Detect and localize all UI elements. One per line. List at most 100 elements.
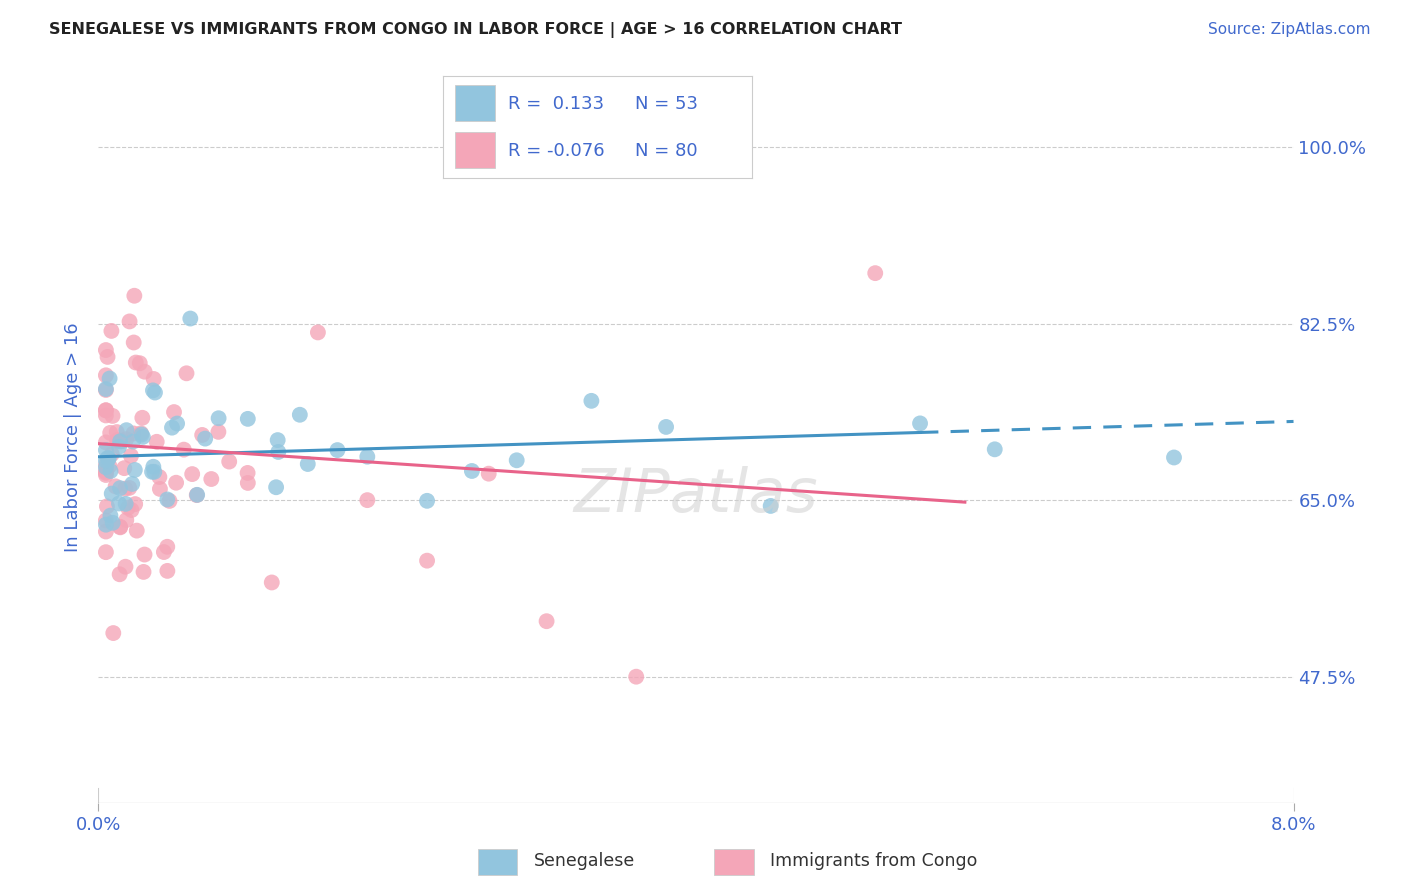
Point xyxy=(100,447,122,461)
Point xyxy=(118,314,141,328)
Point xyxy=(108,496,131,510)
Point xyxy=(114,482,136,496)
Point xyxy=(132,565,155,579)
Point xyxy=(94,382,117,396)
Point xyxy=(108,481,131,495)
Point xyxy=(100,486,122,500)
Point xyxy=(506,453,529,467)
Point xyxy=(94,545,117,559)
Point xyxy=(94,403,117,417)
Point xyxy=(121,477,143,491)
Point xyxy=(149,482,172,496)
Point xyxy=(156,564,179,578)
Point xyxy=(94,464,117,478)
Point xyxy=(94,460,117,475)
Point xyxy=(176,366,198,380)
Point xyxy=(124,463,146,477)
Point xyxy=(156,540,179,554)
Point xyxy=(581,393,603,408)
Point xyxy=(142,384,165,398)
Point xyxy=(132,430,155,444)
Point xyxy=(94,454,117,468)
Point xyxy=(125,524,148,538)
Point xyxy=(181,467,204,481)
Point xyxy=(94,466,117,480)
Point xyxy=(191,428,214,442)
Point xyxy=(96,500,118,514)
Point xyxy=(984,442,1007,457)
Point xyxy=(103,626,125,640)
Point xyxy=(96,350,118,364)
Point xyxy=(179,311,201,326)
Point xyxy=(416,493,439,508)
Point xyxy=(122,335,145,350)
Point xyxy=(142,459,165,474)
Point xyxy=(288,408,311,422)
Point xyxy=(121,503,143,517)
Text: Source: ZipAtlas.com: Source: ZipAtlas.com xyxy=(1208,22,1371,37)
Point xyxy=(159,494,181,508)
Point xyxy=(156,492,179,507)
Point xyxy=(118,481,141,495)
Point xyxy=(98,458,121,473)
Text: N = 80: N = 80 xyxy=(634,142,697,160)
Point xyxy=(655,420,678,434)
Point xyxy=(478,467,501,481)
Point xyxy=(94,409,117,423)
Point xyxy=(908,417,931,431)
Point xyxy=(186,488,208,502)
Point xyxy=(143,465,166,479)
Point xyxy=(94,443,117,458)
Point xyxy=(865,266,887,280)
Point xyxy=(134,548,156,562)
Point xyxy=(115,513,138,527)
Point xyxy=(166,417,188,431)
Point xyxy=(117,500,139,515)
Point xyxy=(128,356,150,370)
Bar xyxy=(456,132,495,168)
Text: Senegalese: Senegalese xyxy=(534,852,636,871)
Point xyxy=(134,365,156,379)
Point xyxy=(94,513,117,527)
Text: Immigrants from Congo: Immigrants from Congo xyxy=(770,852,977,871)
Bar xyxy=(478,849,517,875)
Point xyxy=(163,405,186,419)
Point xyxy=(207,425,229,439)
Point xyxy=(94,517,117,532)
Bar xyxy=(714,849,754,875)
Point xyxy=(165,475,187,490)
Text: R = -0.076: R = -0.076 xyxy=(508,142,605,160)
Point xyxy=(148,470,170,484)
Point xyxy=(236,412,259,426)
Point xyxy=(267,433,290,447)
Point xyxy=(100,464,122,478)
Point xyxy=(264,480,287,494)
Point xyxy=(461,464,484,478)
Point xyxy=(173,442,195,457)
Point xyxy=(114,497,136,511)
Point xyxy=(104,479,127,493)
Point xyxy=(115,432,138,446)
Point xyxy=(1163,450,1185,465)
Point xyxy=(96,451,118,466)
Point xyxy=(160,420,183,434)
Text: N = 53: N = 53 xyxy=(634,95,697,112)
Point xyxy=(108,520,131,534)
Point xyxy=(142,372,165,386)
Point xyxy=(759,499,782,513)
Point xyxy=(124,497,146,511)
Point xyxy=(297,457,319,471)
Point xyxy=(94,403,117,417)
Point xyxy=(111,434,134,449)
Point xyxy=(356,493,378,508)
Point xyxy=(356,450,378,464)
Point xyxy=(105,425,128,439)
Point xyxy=(326,443,349,458)
Point xyxy=(236,466,259,480)
Point xyxy=(153,545,176,559)
Point xyxy=(101,516,124,530)
Point xyxy=(145,434,167,449)
Point xyxy=(207,411,229,425)
Text: ZIPatlas: ZIPatlas xyxy=(574,467,818,525)
Point xyxy=(114,559,136,574)
